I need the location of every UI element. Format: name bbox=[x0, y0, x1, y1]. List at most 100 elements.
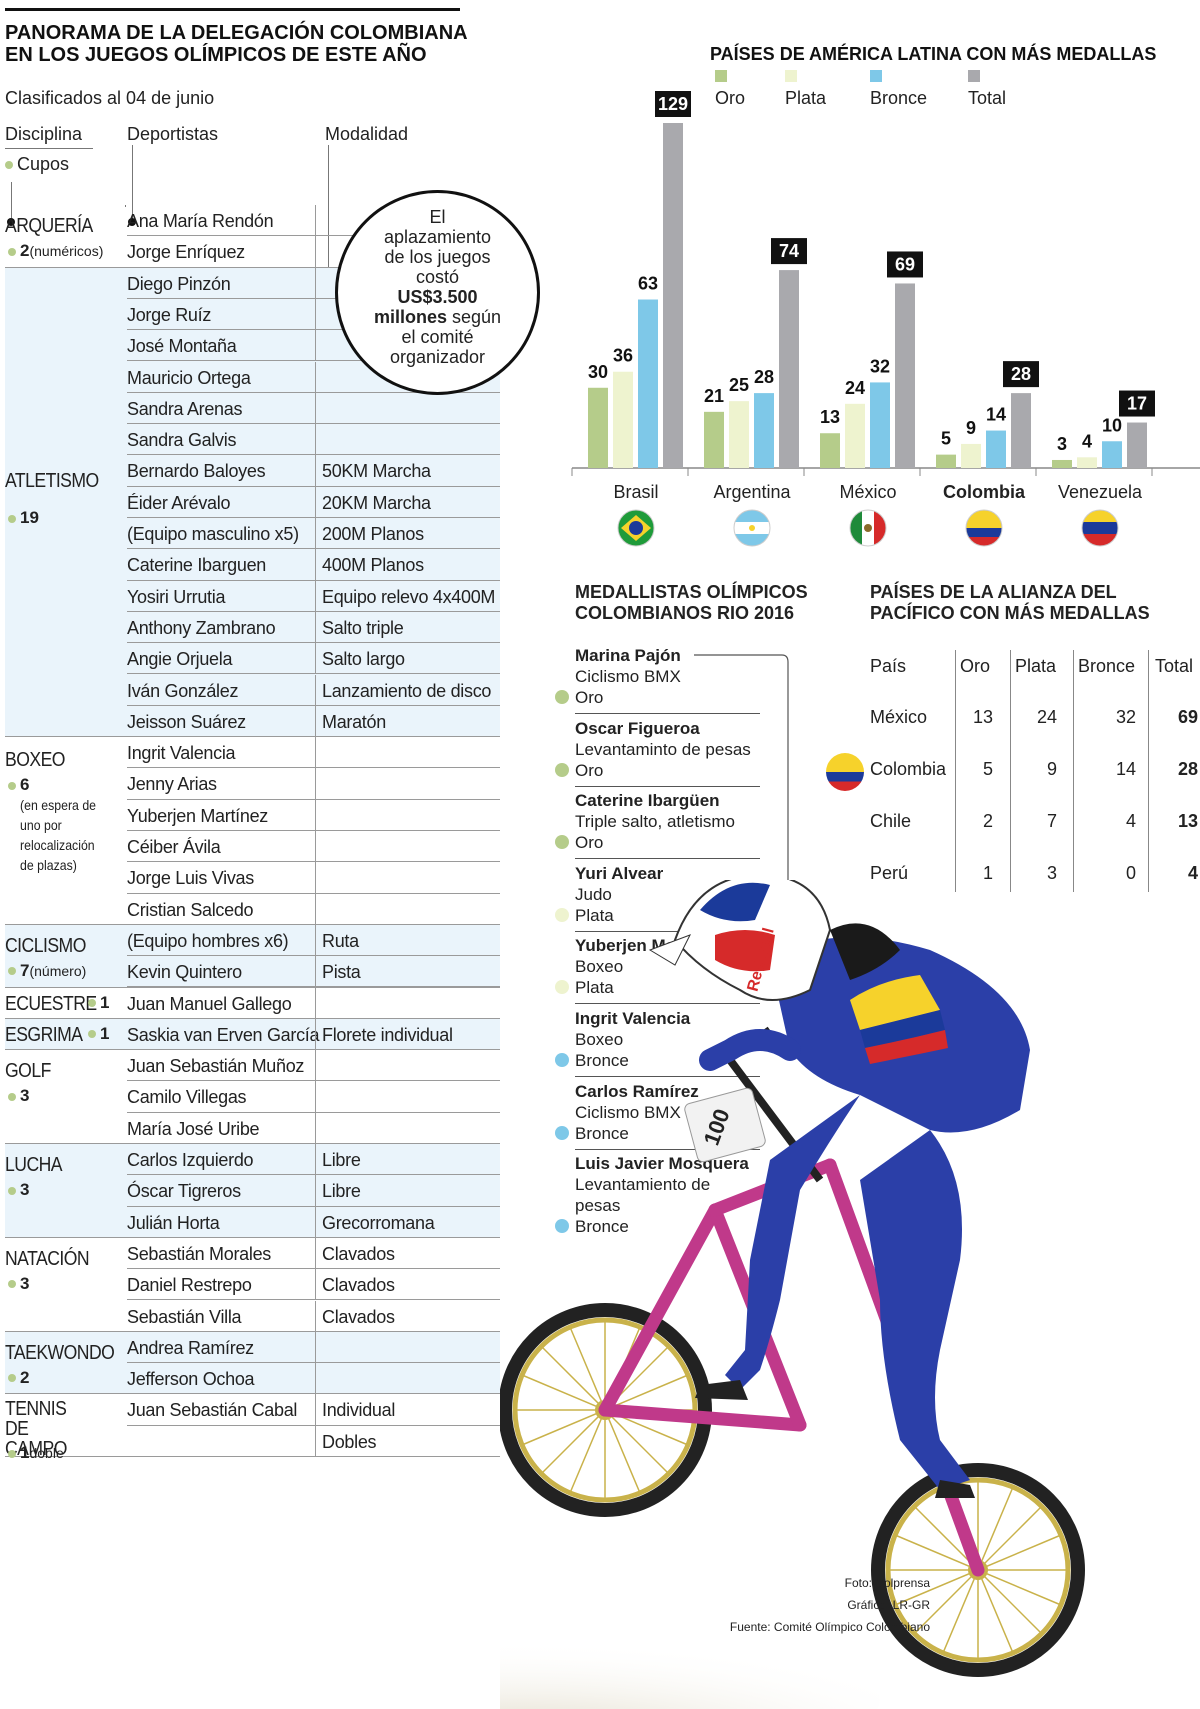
disciplina-indicator-dot bbox=[7, 218, 15, 226]
flag-colombia-icon bbox=[965, 509, 1003, 547]
cupos-dot-icon bbox=[8, 1280, 16, 1289]
total-label-box bbox=[887, 251, 923, 278]
pacific-cell-total: 28 bbox=[1177, 759, 1198, 779]
cupos-dot-icon bbox=[8, 967, 16, 976]
pacific-header-2: Plata bbox=[1015, 656, 1057, 676]
bar-plata-venezuela bbox=[1077, 457, 1097, 468]
column-divider bbox=[315, 831, 316, 862]
bar-oro-argentina bbox=[704, 411, 724, 468]
athlete-name: María José Uribe bbox=[127, 1118, 260, 1139]
medallist-medal: Bronce bbox=[555, 1216, 755, 1237]
athlete-name: Saskia van Erven García bbox=[127, 1024, 320, 1045]
athlete-row: Jeisson Suárez Maratón bbox=[127, 705, 500, 738]
pacific-cell-pais: Perú bbox=[870, 863, 909, 883]
athlete-name: Juan Sebastián Cabal bbox=[127, 1400, 298, 1421]
athlete-row: Céiber Ávila bbox=[127, 831, 500, 863]
bar-oro-venezuela bbox=[1052, 459, 1072, 468]
medal-dot-icon bbox=[555, 690, 569, 704]
legend-swatch bbox=[785, 70, 797, 82]
medal-dot-icon bbox=[555, 1219, 569, 1234]
medallist-separator bbox=[575, 858, 760, 860]
pacific-cell-pais: Chile bbox=[870, 811, 912, 831]
deportistas-indicator-dot bbox=[128, 218, 136, 226]
pacific-cell-plata: 9 bbox=[1046, 759, 1057, 779]
medallist-separator bbox=[575, 930, 760, 932]
subtitle: Clasificados al 04 de junio bbox=[5, 88, 215, 108]
discipline-name: BOXEO bbox=[5, 749, 65, 772]
athlete-name: Angie Orjuela bbox=[127, 649, 233, 670]
discipline-cupos: 6 bbox=[8, 775, 29, 795]
athlete-name: Sandra Galvis bbox=[127, 430, 237, 451]
medallist-name: Ingrit Valencia bbox=[575, 1009, 691, 1028]
helmet: Red Bull bbox=[648, 880, 900, 1001]
total-label-box bbox=[771, 238, 807, 265]
cupos-dot-icon bbox=[8, 1374, 16, 1383]
athlete-name: Bernardo Baloyes bbox=[127, 461, 266, 482]
pacific-column-line bbox=[955, 650, 956, 892]
category-label: México bbox=[839, 482, 896, 502]
column-divider bbox=[315, 205, 316, 236]
athlete-modality: Salto largo bbox=[322, 649, 405, 670]
athlete-name: Camilo Villegas bbox=[127, 1087, 247, 1108]
bar-plata-argentina bbox=[729, 401, 749, 468]
data-label-total: 69 bbox=[895, 254, 915, 274]
athlete-row: Diego Pinzón bbox=[127, 267, 500, 299]
column-divider bbox=[315, 1112, 316, 1143]
athlete-modality: Grecorromana bbox=[322, 1212, 435, 1233]
athlete-row: Jefferson Ochoa bbox=[127, 1363, 500, 1395]
athlete-row: (Equipo hombres x6) Ruta bbox=[127, 924, 500, 957]
postponement-callout: El aplazamiento de los juegos costó US$3… bbox=[335, 190, 540, 395]
athlete-name: Jorge Ruíz bbox=[127, 304, 212, 325]
athlete-modality: Clavados bbox=[322, 1306, 395, 1327]
athlete-row: Jorge Luis Vivas bbox=[127, 862, 500, 894]
top-rule bbox=[5, 8, 460, 11]
data-label: 10 bbox=[1102, 415, 1122, 435]
column-divider bbox=[315, 298, 316, 330]
column-divider bbox=[315, 267, 316, 298]
delegation-table: Ana María Rendón Jorge Enríquez ARQUERÍA 2(… bbox=[0, 0, 500, 1709]
athlete-modality: Individual bbox=[322, 1400, 396, 1421]
main-title: PANORAMA DE LA DELEGACIÓN COLOMBIANA EN … bbox=[5, 22, 467, 66]
athlete-row: María José Uribe bbox=[127, 1112, 500, 1144]
pacific-cell-plata: 7 bbox=[1046, 811, 1057, 831]
bar-oro-méxico bbox=[820, 433, 840, 468]
medallist-name: Carlos Ramírez bbox=[575, 1081, 699, 1101]
data-label: 9 bbox=[966, 418, 976, 438]
athlete-name: Jorge Luis Vivas bbox=[127, 868, 254, 889]
medallist-item: Ingrit Valencia Boxeo Bronce bbox=[555, 1008, 755, 1071]
discipline-cupos: 1 bbox=[88, 1024, 109, 1044]
medallist-item: Caterine Ibargüen Triple salto, atletismo… bbox=[555, 790, 755, 853]
athlete-modality: Ruta bbox=[322, 930, 359, 951]
discipline-cupos: 3 bbox=[8, 1274, 29, 1294]
athlete-modality: Equipo relevo 4x400M bbox=[322, 586, 496, 607]
column-divider bbox=[315, 455, 316, 486]
discipline-cupos: 19 bbox=[8, 508, 39, 528]
medallist-item: Oscar Figueroa Levantaminto de pesas Oro bbox=[555, 718, 755, 781]
athlete-row: José Montaña bbox=[127, 330, 500, 362]
medallist-separator bbox=[575, 1148, 760, 1150]
header-modalidad: Modalidad bbox=[325, 124, 409, 144]
athlete-row: Andrea Ramírez bbox=[127, 1331, 500, 1364]
athlete-modality: Lanzamiento de disco bbox=[322, 680, 492, 701]
data-label-total: 129 bbox=[658, 94, 688, 114]
legend-swatch bbox=[715, 70, 727, 82]
cupos-dot-icon bbox=[5, 161, 13, 170]
column-divider bbox=[315, 518, 316, 549]
medal-dot-icon bbox=[555, 980, 569, 995]
bar-oro-brasil bbox=[588, 387, 608, 468]
athlete-row: Anthony Zambrano Salto triple bbox=[127, 611, 500, 644]
column-divider bbox=[315, 1081, 316, 1112]
column-divider bbox=[315, 1300, 316, 1331]
boxeo-note: (en espera de uno por relocalización de … bbox=[20, 797, 97, 874]
pacific-cell-plata: 3 bbox=[1046, 863, 1057, 883]
pacific-header-1: Oro bbox=[960, 656, 991, 676]
athlete-row: Ingrit Valencia bbox=[127, 737, 500, 769]
athlete-name: Yosiri Urrutia bbox=[127, 586, 226, 607]
pacific-header-4: Total bbox=[1155, 656, 1194, 676]
pacific-header-0: País bbox=[870, 656, 907, 676]
bar-plata-méxico bbox=[845, 403, 865, 468]
bmx-rider-photo: 100 Red Bull bbox=[500, 880, 1085, 1709]
athlete-name: Jenny Arias bbox=[127, 774, 217, 795]
discipline-band bbox=[5, 1144, 500, 1238]
flag-brasil-icon bbox=[617, 509, 655, 547]
